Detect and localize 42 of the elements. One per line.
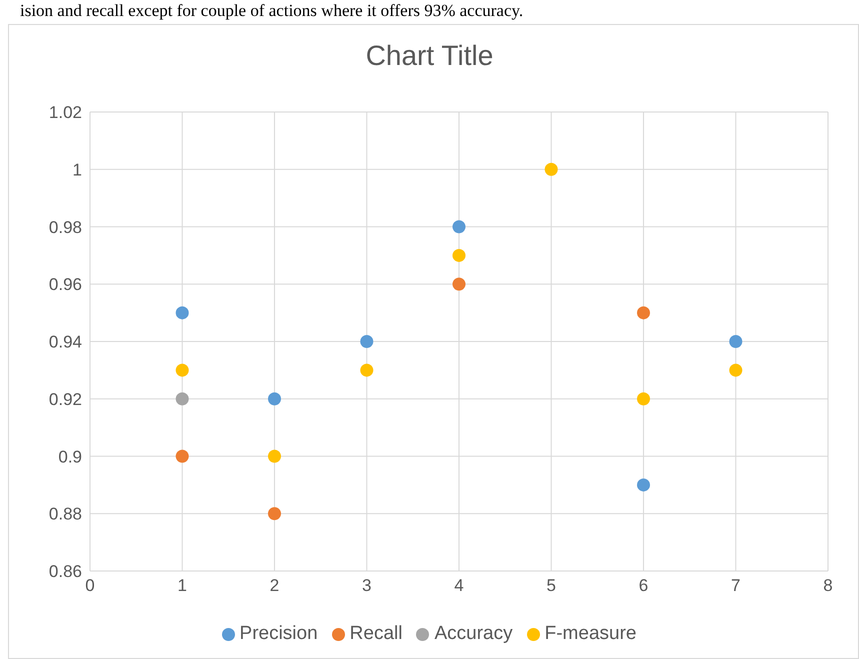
y-tick-label: 1	[72, 160, 82, 180]
point	[176, 450, 189, 463]
point	[637, 392, 650, 406]
point	[452, 278, 466, 291]
y-tick-label: 0.88	[48, 504, 82, 524]
point	[452, 248, 466, 262]
point	[360, 335, 374, 348]
point	[268, 392, 281, 406]
point	[360, 364, 374, 377]
point	[544, 162, 558, 176]
legend-label: Recall	[350, 623, 402, 645]
point	[176, 306, 189, 320]
point	[637, 478, 650, 492]
x-tick-label: 0	[85, 576, 95, 596]
point	[268, 450, 281, 463]
x-tick-label: 2	[270, 576, 280, 596]
x-tick-label: 7	[731, 576, 740, 596]
x-tick-label: 4	[454, 576, 464, 596]
chart-title: Chart Title	[364, 40, 494, 72]
text: ision and recall except for couple of actions where it offers 93% accuracy.	[19, 0, 524, 22]
legend-label: F-measure	[544, 623, 636, 645]
y-tick-label: 0.98	[48, 218, 82, 237]
x-tick-label: 5	[546, 576, 556, 596]
point	[729, 364, 742, 377]
legend-label: Precision	[240, 623, 318, 645]
y-tick-label: 0.86	[48, 562, 82, 582]
y-tick-label: 0.9	[58, 447, 82, 466]
point	[729, 335, 742, 348]
x-tick-label: 6	[638, 576, 648, 596]
x-tick-label: 1	[178, 576, 187, 596]
point	[176, 364, 189, 377]
legend-label: Accuracy	[434, 623, 513, 645]
point	[268, 507, 281, 520]
x-tick-label: 8	[823, 576, 833, 596]
y-tick-label: 0.96	[48, 275, 82, 294]
y-tick-label: 0.94	[48, 332, 82, 352]
point	[176, 392, 189, 406]
point	[637, 306, 650, 320]
x-tick-label: 3	[362, 576, 372, 596]
point	[452, 220, 466, 234]
y-tick-label: 1.02	[48, 103, 82, 122]
y-tick-label: 0.92	[48, 390, 82, 409]
